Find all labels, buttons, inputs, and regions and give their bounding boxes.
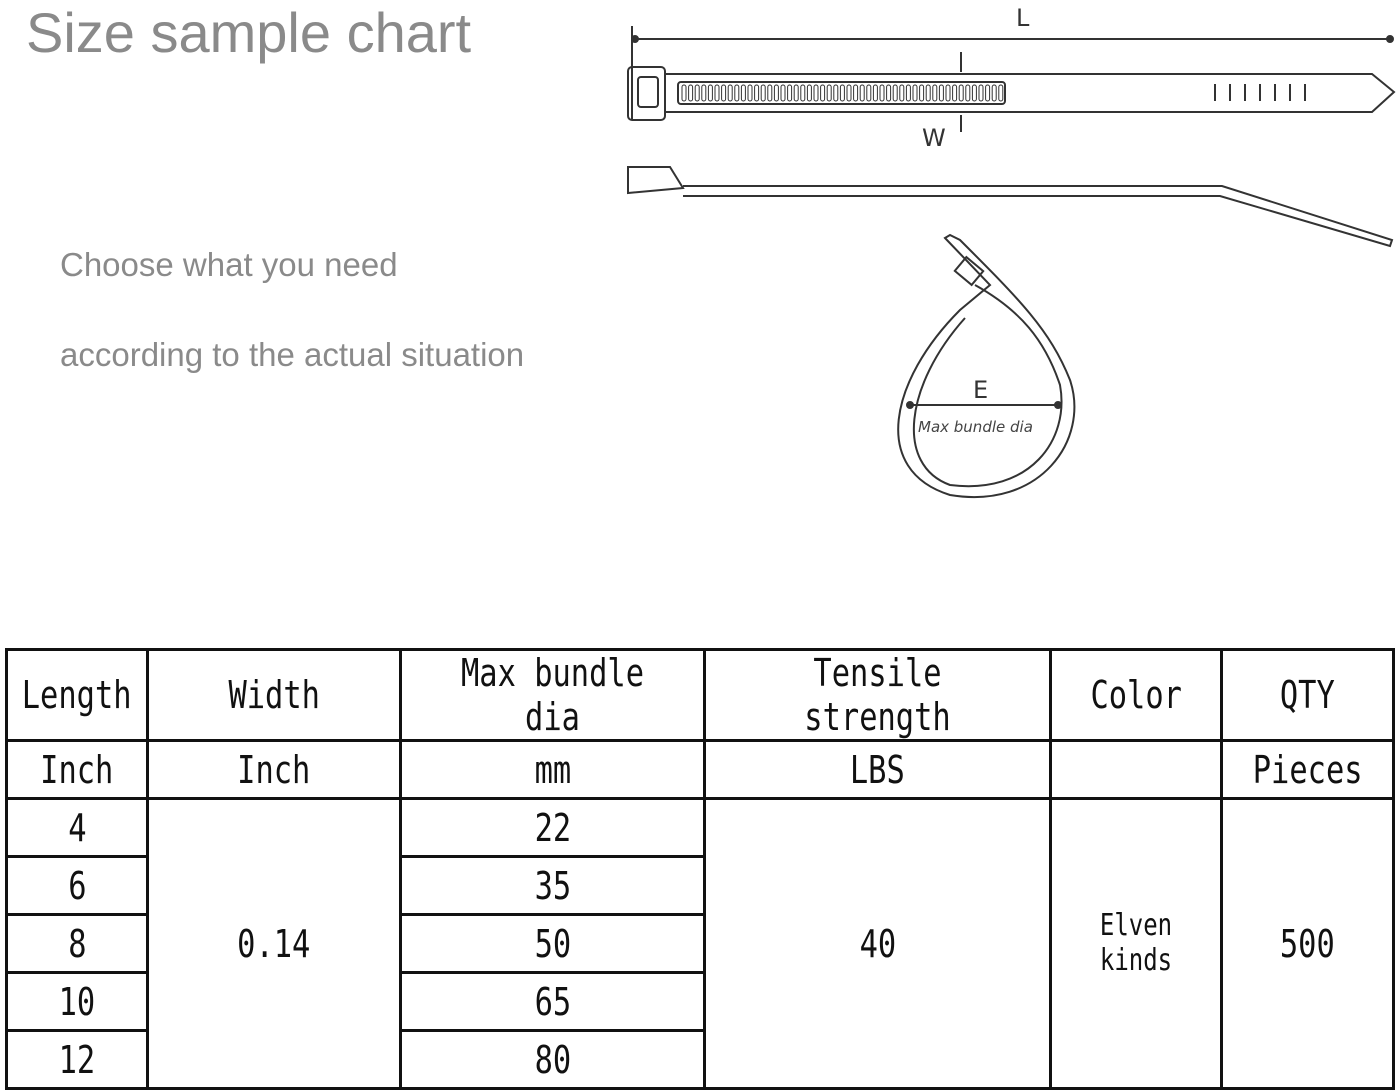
table-row: 10 65 xyxy=(5,971,1394,1032)
table-row: 12 80 xyxy=(5,1029,1394,1090)
unit-color xyxy=(1049,739,1223,800)
ratchet-tooth xyxy=(899,84,905,102)
ratchet-tooth xyxy=(793,84,799,102)
ratchet-tooth xyxy=(978,84,984,102)
ratchet-tooth xyxy=(925,84,931,102)
unit-tensile-strength: LBS xyxy=(703,739,1052,800)
header-length: Length xyxy=(5,648,149,742)
ratchet-tooth xyxy=(859,84,865,102)
ratchet-tooth xyxy=(694,84,700,102)
subtitle-line-1: Choose what you need xyxy=(60,246,398,283)
ratchet-tooth xyxy=(707,84,713,102)
max-bundle-dia-cell: 35 xyxy=(399,855,706,916)
header-tensile-strength: Tensile strength xyxy=(703,648,1052,742)
table-row: 8 50 xyxy=(5,913,1394,974)
unit-max-bundle-dia: mm xyxy=(399,739,706,800)
ratchet-tooth xyxy=(991,84,997,102)
cable-tie-top-view: W xyxy=(627,52,1396,152)
ratchet-tooth xyxy=(701,84,707,102)
ratchet-tooth xyxy=(879,84,885,102)
ratchet-tooth xyxy=(721,84,727,102)
unit-length: Inch xyxy=(5,739,149,800)
diameter-label: E xyxy=(973,376,988,404)
ratchet-tooth xyxy=(787,84,793,102)
cable-tie-diagram: L W E Max bundle dia xyxy=(627,4,1396,498)
header-qty: QTY xyxy=(1220,648,1395,742)
length-cell: 12 xyxy=(5,1029,149,1090)
header-row: Length Width Max bundle dia Tensile stre… xyxy=(5,648,1395,742)
cable-tie-loop: E Max bundle dia xyxy=(897,233,1076,498)
header-width: Width xyxy=(146,648,402,742)
ratchet-tooth xyxy=(800,84,806,102)
max-bundle-dia-cell: 22 xyxy=(399,797,706,858)
ratchet-tooth xyxy=(886,84,892,102)
length-label: L xyxy=(1016,4,1030,32)
cable-tie-side-view xyxy=(627,166,1394,248)
ratchet-tooth xyxy=(846,84,852,102)
size-table: Length Width Max bundle dia Tensile stre… xyxy=(5,648,1395,1090)
unit-row: Inch Inch mm LBS Pieces xyxy=(5,739,1395,800)
ratchet-tooth xyxy=(952,84,958,102)
ratchet-tooth xyxy=(773,84,779,102)
width-cell: 0.14 xyxy=(146,797,402,1090)
ratchet-tooth xyxy=(965,84,971,102)
length-cell: 8 xyxy=(5,913,149,974)
qty-cell: 500 xyxy=(1220,797,1395,1090)
ratchet-tooth xyxy=(905,84,911,102)
length-cell: 4 xyxy=(5,797,149,858)
ratchet-tooth xyxy=(767,84,773,102)
ratchet-tooth xyxy=(998,84,1004,102)
header-max-bundle-dia: Max bundle dia xyxy=(399,648,706,742)
max-bundle-dia-cell: 80 xyxy=(399,1029,706,1090)
ratchet-tooth xyxy=(826,84,832,102)
ratchet-tooth xyxy=(872,84,878,102)
ratchet-tooth xyxy=(839,84,845,102)
table-row: 6 35 xyxy=(5,855,1394,916)
ratchet-tooth xyxy=(853,84,859,102)
table-row: 4 0.14 22 40 Elven kinds 500 xyxy=(5,797,1395,1090)
ratchet-tooth xyxy=(754,84,760,102)
ratchet-tooth xyxy=(727,84,733,102)
ratchet-tooth xyxy=(813,84,819,102)
page-title: Size sample chart xyxy=(26,1,472,64)
unit-width: Inch xyxy=(146,739,402,800)
ratchet-tooth xyxy=(760,84,766,102)
ratchet-tooth xyxy=(734,84,740,102)
length-cell: 6 xyxy=(5,855,149,916)
ratchet-tooth xyxy=(714,84,720,102)
ratchet-tooth xyxy=(919,84,925,102)
width-label: W xyxy=(922,124,946,152)
ratchet-tooth xyxy=(958,84,964,102)
tensile-strength-cell: 40 xyxy=(703,797,1052,1090)
max-bundle-dia-cell: 50 xyxy=(399,913,706,974)
ratchet-tooth xyxy=(688,84,694,102)
length-cell: 10 xyxy=(5,971,149,1032)
ratchet-tooth xyxy=(806,84,812,102)
ratchet-tooth xyxy=(938,84,944,102)
color-cell: Elven kinds xyxy=(1049,797,1223,1090)
ratchet-tooth xyxy=(912,84,918,102)
ratchet-tooth xyxy=(892,84,898,102)
ratchet-tooth xyxy=(740,84,746,102)
ratchet-tooth xyxy=(866,84,872,102)
subtitle-line-2: according to the actual situation xyxy=(60,336,525,373)
diameter-caption: Max bundle dia xyxy=(918,418,1033,436)
ratchet-tooth xyxy=(820,84,826,102)
ratchet-tooth xyxy=(932,84,938,102)
ratchet-tooth xyxy=(780,84,786,102)
length-dimension: L xyxy=(631,4,1394,120)
ratchet-tooth xyxy=(833,84,839,102)
header-color: Color xyxy=(1049,648,1223,742)
ratchet-tooth xyxy=(747,84,753,102)
ratchet-tooth xyxy=(985,84,991,102)
unit-qty: Pieces xyxy=(1220,739,1395,800)
ratchet-tooth xyxy=(971,84,977,102)
ratchet-tooth xyxy=(945,84,951,102)
ratchet-tooth xyxy=(681,84,687,102)
max-bundle-dia-cell: 65 xyxy=(399,971,706,1032)
